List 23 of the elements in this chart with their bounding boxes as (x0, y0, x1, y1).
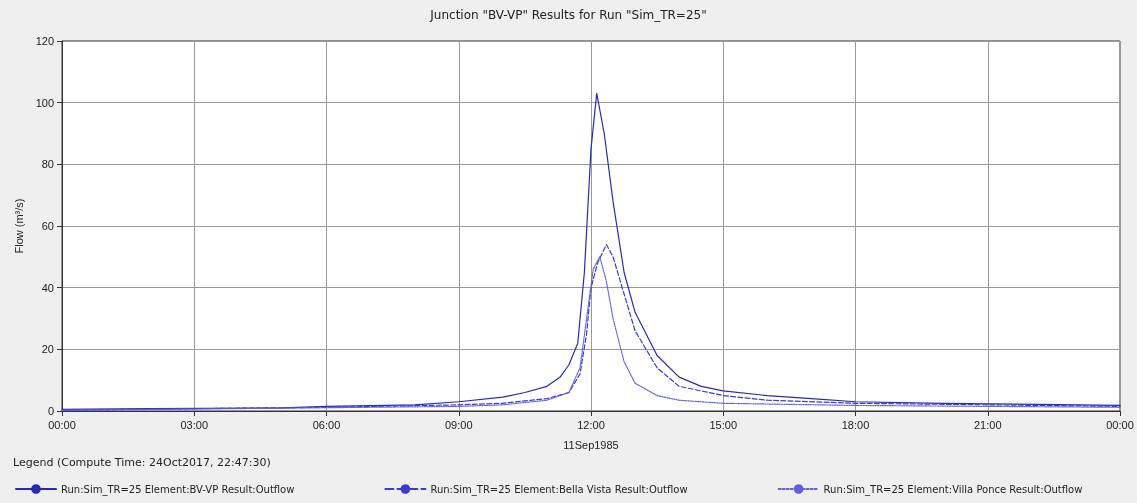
legend-label: Run:Sim_TR=25 Element:Bella Vista Result:Outflow (430, 483, 688, 496)
x-tick-label: 12:00 (577, 418, 605, 431)
y-tick-label: 20 (41, 343, 54, 356)
legend-label: Run:Sim_TR=25 Element:Villa Ponce Result:Outflow (823, 483, 1083, 496)
y-tick-label: 40 (41, 281, 54, 294)
x-tick-label: 00:00 (48, 418, 76, 431)
y-axis-title: Flow (m³/s) (12, 198, 25, 254)
x-tick-label: 21:00 (973, 418, 1002, 431)
y-tick-label: 60 (41, 220, 54, 232)
chart-title: Junction "BV-VP" Results for Run "Sim_TR=25" (429, 8, 707, 22)
y-tick-label: 100 (35, 96, 54, 109)
y-tick-label: 0 (47, 405, 54, 417)
x-tick-label: 00:00 (1106, 418, 1134, 431)
legend-label: Run:Sim_TR=25 Element:BV-VP Result:Outflow (61, 483, 295, 496)
x-tick-label: 15:00 (709, 418, 738, 431)
x-tick-label: 03:00 (180, 418, 209, 431)
x-tick-label: 09:00 (444, 418, 473, 431)
y-tick-label: 80 (41, 158, 54, 171)
legend-title: Legend (Compute Time: 24Oct2017, 22:47:30) (13, 456, 271, 469)
x-tick-label: 06:00 (312, 418, 341, 431)
x-tick-label: 18:00 (841, 418, 870, 431)
x-axis-title: 11Sep1985 (563, 438, 619, 451)
y-tick-label: 120 (35, 35, 54, 47)
